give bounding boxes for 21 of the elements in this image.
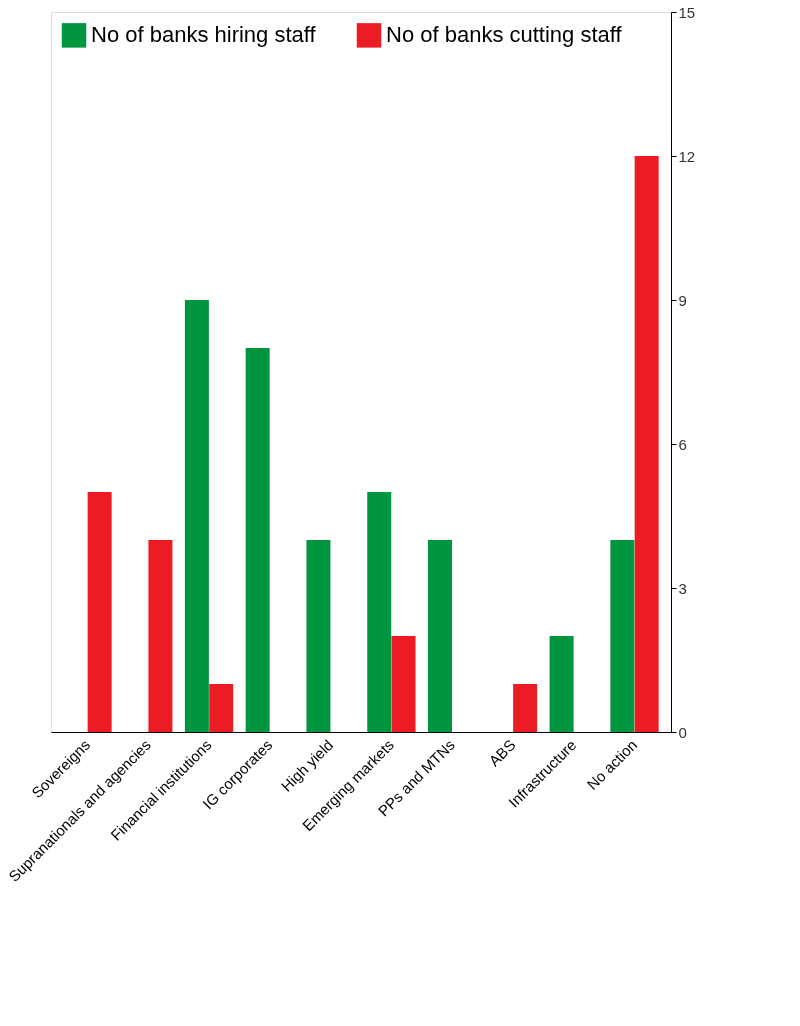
bar bbox=[87, 492, 112, 732]
y-tick-label: 3 bbox=[678, 579, 687, 597]
bar bbox=[634, 156, 659, 732]
bar bbox=[184, 300, 209, 732]
bar bbox=[367, 492, 392, 732]
y-tick-label: 12 bbox=[678, 147, 696, 165]
bar bbox=[610, 540, 635, 732]
bar bbox=[549, 636, 574, 732]
y-tick-label: 6 bbox=[678, 435, 687, 453]
bar bbox=[513, 684, 538, 732]
legend-label: No of banks cutting staff bbox=[386, 22, 623, 48]
bar bbox=[148, 540, 173, 732]
y-tick-label: 0 bbox=[678, 723, 687, 741]
bar bbox=[391, 636, 416, 732]
bar bbox=[209, 684, 234, 732]
y-tick-label: 15 bbox=[678, 3, 696, 21]
y-tick-label: 9 bbox=[678, 291, 687, 309]
bar bbox=[306, 540, 331, 732]
legend-label: No of banks hiring staff bbox=[91, 22, 317, 48]
bar bbox=[245, 348, 270, 732]
bar bbox=[428, 540, 453, 732]
